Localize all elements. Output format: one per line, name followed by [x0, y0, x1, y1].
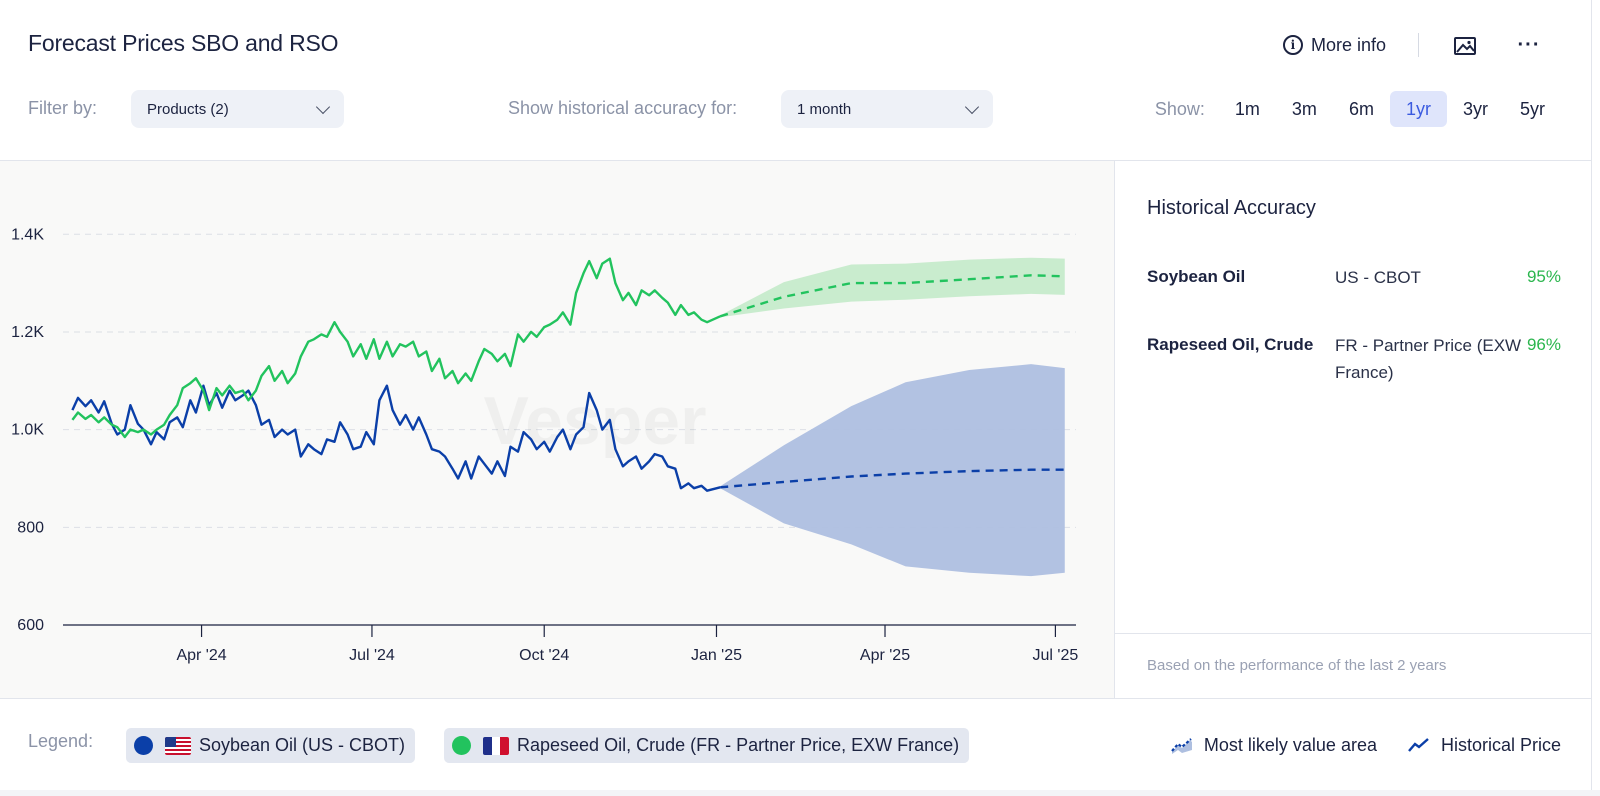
- historical-line: [71, 384, 721, 492]
- accuracy-row-rapeseed: Rapeseed Oil, Crude FR - Partner Price (…: [1147, 335, 1561, 386]
- legend-bar: Legend: Soybean Oil (US - CBOT) Rapeseed: [0, 698, 1591, 790]
- range-button-3m[interactable]: 3m: [1291, 99, 1317, 119]
- legend-most-likely-label: Most likely value area: [1203, 735, 1377, 755]
- accuracy-market: FR - Partner Price (EXW France): [1335, 336, 1522, 382]
- legend-historical-label: Historical Price: [1440, 735, 1561, 755]
- accuracy-period-select[interactable]: 1 month: [781, 90, 993, 128]
- legend-item-soybean[interactable]: Soybean Oil (US - CBOT): [126, 728, 416, 763]
- filter-by-label: Filter by:: [28, 98, 98, 118]
- download-image-button[interactable]: [1451, 31, 1479, 59]
- watermark: Vesper: [483, 383, 706, 459]
- y-tick-label: 1.2K: [11, 324, 44, 341]
- x-tick-label: Apr '24: [176, 647, 226, 664]
- accuracy-product-name: Soybean Oil: [1147, 267, 1246, 286]
- range-button-1m[interactable]: 1m: [1234, 99, 1260, 119]
- forecast-line: [720, 468, 1065, 489]
- header-divider-line: [0, 160, 1591, 161]
- image-icon: [1454, 37, 1476, 55]
- info-icon: i: [1282, 35, 1303, 55]
- products-select[interactable]: Products (2): [131, 90, 344, 128]
- forecast-band: [720, 364, 1065, 577]
- range-button-6m[interactable]: 6m: [1348, 99, 1374, 119]
- accuracy-product-name: Rapeseed Oil, Crude: [1147, 335, 1314, 354]
- forecast-band: [720, 257, 1065, 318]
- panel-footer-divider: [1115, 633, 1591, 634]
- products-select-value: Products (2): [147, 100, 229, 118]
- y-tick-label: 600: [17, 617, 44, 634]
- more-info-label: More info: [1310, 34, 1386, 55]
- accuracy-market: US - CBOT: [1335, 268, 1421, 287]
- y-tick-label: 1.4K: [11, 226, 44, 243]
- legend-label: Legend:: [28, 731, 94, 751]
- historical-line: [71, 257, 721, 439]
- bottom-strip: [0, 790, 1600, 796]
- us-flag-icon: [165, 736, 191, 755]
- area-trend-icon: [1171, 737, 1192, 754]
- legend-item-label: Soybean Oil (US - CBOT): [199, 735, 406, 755]
- series-color-dot: [452, 736, 471, 755]
- accuracy-value: 95%: [1526, 267, 1561, 286]
- legend-item-rapeseed[interactable]: Rapeseed Oil, Crude (FR - Partner Price,…: [444, 728, 970, 763]
- panel-title: Historical Accuracy: [1147, 197, 1316, 219]
- accuracy-label: Show historical accuracy for:: [508, 98, 738, 118]
- line-trend-icon: [1408, 737, 1429, 752]
- page-title: Forecast Prices SBO and RSO: [28, 30, 339, 56]
- y-tick-label: 800: [17, 519, 44, 536]
- panel-footnote: Based on the performance of the last 2 y…: [1147, 657, 1447, 674]
- show-label: Show:: [1154, 98, 1205, 119]
- x-tick-label: Oct '24: [519, 647, 569, 664]
- header-divider: [1418, 33, 1419, 57]
- range-selector: Show: 1m 3m 6m 1yr 3yr 5yr: [1155, 90, 1561, 128]
- accuracy-value: 96%: [1526, 335, 1561, 354]
- legend-key: Most likely value area Historical Price: [1170, 728, 1561, 763]
- fr-flag-icon: [483, 736, 509, 755]
- x-tick-label: Jul '25: [1033, 647, 1079, 664]
- accuracy-period-value: 1 month: [797, 100, 852, 118]
- filter-row: Filter by: Products (2) Show historical …: [28, 90, 1561, 128]
- chevron-down-icon: [315, 99, 331, 114]
- legend-historical: Historical Price: [1407, 735, 1561, 756]
- range-button-5yr[interactable]: 5yr: [1519, 99, 1545, 119]
- x-tick-label: Jul '24: [349, 647, 395, 664]
- x-tick-label: Jan '25: [691, 647, 742, 664]
- historical-accuracy-panel: Historical Accuracy Soybean Oil US - CBO…: [1114, 161, 1591, 698]
- price-chart: 600 800 1.0K 1.2K 1.4K Vesper Apr '24 Jul '24 Oc…: [11, 226, 1079, 664]
- x-tick-label: Apr '25: [860, 647, 910, 664]
- range-button-1yr[interactable]: 1yr: [1389, 91, 1447, 127]
- legend-item-label: Rapeseed Oil, Crude (FR - Partner Price,…: [517, 735, 960, 755]
- chart-area: 600 800 1.0K 1.2K 1.4K Vesper Apr '24 Jul '24 Oc…: [0, 161, 1114, 698]
- header-actions: i More info ···: [1282, 30, 1543, 60]
- accuracy-row-soybean: Soybean Oil US - CBOT 95%: [1147, 267, 1561, 291]
- chevron-down-icon: [964, 99, 980, 114]
- range-button-3yr[interactable]: 3yr: [1462, 99, 1488, 119]
- y-tick-label: 1.0K: [11, 422, 44, 439]
- legend-most-likely: Most likely value area: [1170, 735, 1377, 756]
- more-options-icon[interactable]: ···: [1517, 33, 1541, 56]
- more-info-button[interactable]: i More info: [1282, 34, 1386, 56]
- forecast-line: [719, 274, 1065, 318]
- series-color-dot: [134, 736, 153, 755]
